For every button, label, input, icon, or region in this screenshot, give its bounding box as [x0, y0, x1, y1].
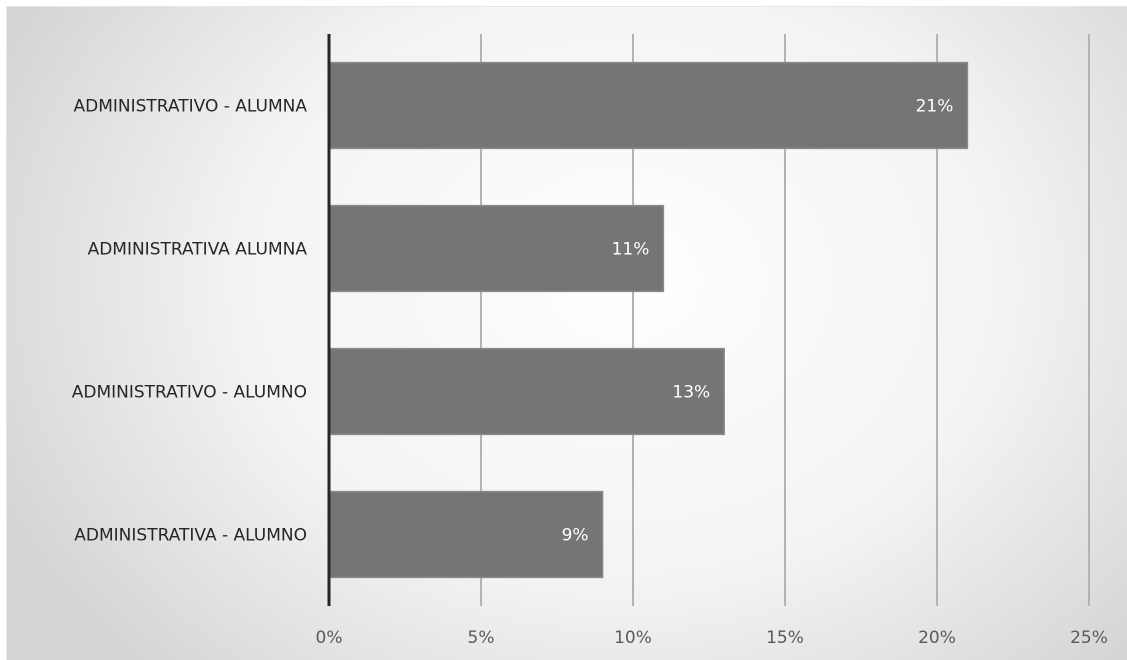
- data-labels: 21% 11% 13% 9%: [562, 97, 954, 546]
- category-label: ADMINISTRATIVO - ALUMNO: [72, 383, 307, 403]
- bar: [328, 490, 604, 579]
- x-tick-label: 0%: [316, 628, 343, 648]
- bar: [328, 347, 725, 436]
- data-label: 13%: [672, 383, 710, 403]
- category-labels: ADMINISTRATIVO - ALUMNA ADMINISTRATIVA AL…: [72, 97, 308, 546]
- bar: [328, 204, 665, 293]
- bar: [328, 61, 969, 150]
- x-tick-label: 5%: [468, 628, 495, 648]
- x-tick-labels: 0% 5% 10% 15% 20% 25%: [316, 628, 1108, 648]
- data-label: 11%: [612, 240, 650, 260]
- category-label: ADMINISTRATIVA - ALUMNO: [74, 526, 307, 546]
- bars: [328, 61, 969, 579]
- category-label: ADMINISTRATIVO - ALUMNA: [73, 97, 307, 117]
- data-label: 21%: [916, 97, 954, 117]
- x-tick-label: 25%: [1070, 628, 1108, 648]
- x-tick-label: 20%: [918, 628, 956, 648]
- data-label: 9%: [562, 526, 589, 546]
- x-tick-label: 10%: [614, 628, 652, 648]
- category-label: ADMINISTRATIVA ALUMNA: [88, 240, 308, 260]
- x-tick-label: 15%: [766, 628, 804, 648]
